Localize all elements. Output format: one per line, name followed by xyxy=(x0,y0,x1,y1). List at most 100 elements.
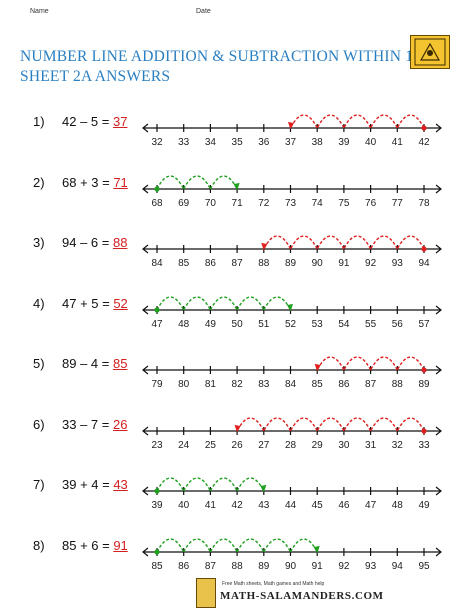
tick-label: 52 xyxy=(285,319,297,330)
left-arrow-icon xyxy=(142,305,149,314)
start-point xyxy=(154,185,160,192)
hop-arc xyxy=(209,537,238,552)
tick-label: 51 xyxy=(258,319,270,330)
tick-label: 36 xyxy=(258,137,270,148)
start-point xyxy=(421,427,427,434)
hop-arc xyxy=(289,537,318,552)
problem-answer: 71 xyxy=(113,174,128,190)
tick-label: 81 xyxy=(205,379,217,390)
problem-row: 8) 85 + 6 = 91 85 86 87 88 89 90 91 92 93 94 95 xyxy=(0,524,474,584)
tick-label: 90 xyxy=(312,258,324,269)
hop-arc xyxy=(316,235,345,250)
tick-label: 39 xyxy=(338,137,350,148)
problem-number: 7) xyxy=(33,477,45,492)
hop-arc xyxy=(396,114,425,129)
tick-label: 47 xyxy=(151,319,163,330)
tick-label: 88 xyxy=(232,561,244,572)
hop-arc xyxy=(183,477,212,492)
tick-label: 41 xyxy=(392,137,404,148)
tick-label: 39 xyxy=(151,500,163,511)
hop-arrowhead xyxy=(287,303,293,311)
start-point xyxy=(154,548,160,555)
tick-label: 86 xyxy=(338,379,350,390)
tick-label: 49 xyxy=(418,500,430,511)
tick-label: 92 xyxy=(338,561,350,572)
tick-label: 85 xyxy=(178,258,190,269)
page-title: NUMBER LINE ADDITION & SUBTRACTION WITHI… xyxy=(20,48,430,65)
tick-label: 88 xyxy=(392,379,404,390)
tick-label: 95 xyxy=(418,561,430,572)
tick-label: 44 xyxy=(285,500,297,511)
problem-expression: 68 + 3 = xyxy=(62,174,114,190)
hop-arc xyxy=(183,537,212,552)
problem-equation: 68 + 3 = 71 xyxy=(62,175,128,190)
tick-label: 91 xyxy=(312,561,324,572)
tick-label: 72 xyxy=(258,198,270,209)
number-line: 68 69 70 71 72 73 74 75 76 77 78 xyxy=(142,174,442,209)
hop-arrowhead xyxy=(261,242,268,251)
tick-label: 80 xyxy=(178,379,190,390)
hop-arrowhead xyxy=(233,182,240,190)
tick-label: 75 xyxy=(338,198,350,209)
hop-arc xyxy=(369,114,398,129)
hop-arc xyxy=(343,416,372,431)
hop-arc xyxy=(316,114,345,129)
hop-arc xyxy=(209,477,238,492)
hop-arc xyxy=(289,416,318,431)
tick-label: 27 xyxy=(258,440,270,451)
tick-label: 69 xyxy=(178,198,190,209)
hop-arc xyxy=(263,537,292,552)
start-point xyxy=(421,367,427,373)
start-point xyxy=(154,306,160,313)
hop-arc xyxy=(396,416,425,431)
right-arrow-icon xyxy=(435,244,442,254)
right-arrow-icon xyxy=(435,184,442,193)
hop-arc xyxy=(156,295,185,310)
hop-arc xyxy=(396,356,425,371)
problem-answer: 88 xyxy=(112,235,128,250)
number-line: 85 86 87 88 89 90 91 92 93 94 95 xyxy=(142,537,442,572)
hop-arc xyxy=(289,114,318,129)
hop-arc xyxy=(209,295,238,310)
number-line: 23 24 25 26 27 28 29 30 31 32 33 xyxy=(142,416,442,451)
problem-number: 3) xyxy=(33,235,45,250)
tick-label: 46 xyxy=(338,500,350,511)
problem-answer: 26 xyxy=(112,416,128,432)
tick-label: 71 xyxy=(232,198,244,209)
problem-expression: 85 + 6 = xyxy=(62,537,114,553)
tick-label: 86 xyxy=(205,258,217,269)
tick-label: 30 xyxy=(338,440,350,451)
tick-label: 76 xyxy=(365,198,377,209)
tick-label: 38 xyxy=(312,137,324,148)
hop-arc xyxy=(316,416,345,431)
hop-arc xyxy=(263,235,292,250)
hop-arrowhead xyxy=(314,363,321,372)
tick-label: 85 xyxy=(312,379,324,390)
tick-label: 34 xyxy=(205,137,217,148)
number-line: 47 48 49 50 51 52 53 54 55 56 57 xyxy=(142,295,442,330)
tick-label: 87 xyxy=(232,258,244,269)
right-arrow-icon xyxy=(435,123,442,133)
problem-row: 4) 47 + 5 = 52 47 48 49 50 51 52 53 54 55 56 57 xyxy=(0,282,474,342)
left-arrow-icon xyxy=(142,123,149,133)
footer-tagline: Free Math sheets, Math games and Math he… xyxy=(222,581,325,587)
left-arrow-icon xyxy=(142,184,149,193)
footer-brand: MATH-SALAMANDERS.COM xyxy=(220,590,384,602)
hop-arc xyxy=(263,416,292,431)
date-label: Date xyxy=(196,8,211,15)
tick-label: 57 xyxy=(418,319,430,330)
hop-arc xyxy=(156,477,185,492)
number-line: 39 40 41 42 43 44 45 46 47 48 49 xyxy=(142,477,442,511)
problem-number: 5) xyxy=(33,356,45,371)
tick-label: 48 xyxy=(392,500,404,511)
problem-equation: 47 + 5 = 52 xyxy=(62,296,128,311)
hop-arrowhead xyxy=(234,424,241,432)
tick-label: 45 xyxy=(312,500,324,511)
tick-label: 29 xyxy=(312,440,324,451)
problem-number: 2) xyxy=(33,174,45,190)
problem-equation: 94 – 6 = 88 xyxy=(62,235,127,250)
hop-arc xyxy=(156,174,185,189)
tick-label: 74 xyxy=(312,198,324,209)
problem-row: 5) 89 – 4 = 85 79 80 81 82 83 84 85 86 87 88 89 xyxy=(0,342,474,402)
left-arrow-icon xyxy=(142,365,149,375)
